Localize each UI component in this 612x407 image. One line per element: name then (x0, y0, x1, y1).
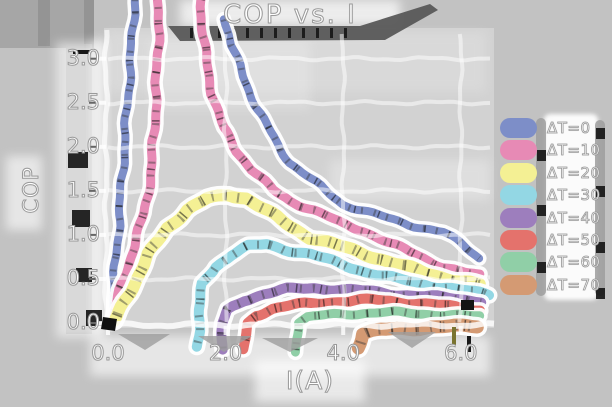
legend-label-ΔT=30: ΔT=30 (547, 186, 601, 205)
y-tick-2.0: 2.0 (66, 133, 100, 158)
legend-swatch-ΔT=70 (500, 274, 537, 295)
legend-label-ΔT=10: ΔT=10 (547, 141, 601, 160)
legend-swatch-ΔT=0 (500, 118, 537, 138)
y-tick-1.5: 1.5 (66, 177, 100, 202)
y-axis-label: COP (19, 166, 44, 214)
x-axis-label: I(A) (286, 366, 334, 396)
legend-label-ΔT=50: ΔT=50 (547, 231, 601, 250)
legend-swatch-ΔT=10 (500, 140, 537, 161)
y-tick-0.0: 0.0 (66, 310, 100, 335)
legend-label-ΔT=60: ΔT=60 (547, 253, 601, 272)
legend-swatch-ΔT=50 (500, 230, 537, 250)
legend-label-ΔT=40: ΔT=40 (547, 208, 601, 227)
legend-swatch-ΔT=40 (500, 207, 537, 228)
legend-swatch-ΔT=60 (500, 252, 537, 273)
legend-label-ΔT=70: ΔT=70 (547, 275, 601, 294)
y-tick-1.0: 1.0 (66, 221, 100, 246)
x-tick-0.0: 0.0 (91, 341, 125, 366)
x-tick-4.0: 4.0 (326, 341, 360, 366)
y-tick-3.0: 3.0 (66, 45, 100, 70)
legend-swatch-ΔT=20 (500, 162, 537, 183)
x-tick-6.0: 6.0 (444, 341, 478, 366)
legend-swatch-ΔT=30 (500, 185, 537, 206)
legend-label-ΔT=0: ΔT=0 (547, 119, 591, 138)
legend-label-ΔT=20: ΔT=20 (547, 163, 601, 182)
x-tick-2.0: 2.0 (208, 341, 243, 366)
y-tick-2.5: 2.5 (66, 89, 100, 114)
y-tick-0.5: 0.5 (66, 265, 100, 290)
chart-title: COP vs. I (223, 0, 357, 31)
